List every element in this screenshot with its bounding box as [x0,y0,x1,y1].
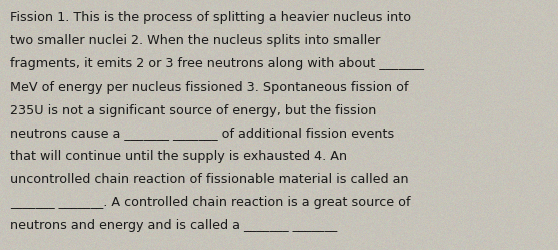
Text: neutrons cause a _______ _______ of additional fission events: neutrons cause a _______ _______ of addi… [10,126,395,139]
Text: neutrons and energy and is called a _______ _______: neutrons and energy and is called a ____… [10,218,337,231]
Text: Fission 1. This is the process of splitting a heavier nucleus into: Fission 1. This is the process of splitt… [10,11,411,24]
Text: _______ _______. A controlled chain reaction is a great source of: _______ _______. A controlled chain reac… [10,195,411,208]
Text: uncontrolled chain reaction of fissionable material is called an: uncontrolled chain reaction of fissionab… [10,172,408,185]
Text: MeV of energy per nucleus fissioned 3. Spontaneous fission of: MeV of energy per nucleus fissioned 3. S… [10,80,408,93]
Text: fragments, it emits 2 or 3 free neutrons along with about _______: fragments, it emits 2 or 3 free neutrons… [10,57,424,70]
Text: that will continue until the supply is exhausted 4. An: that will continue until the supply is e… [10,149,347,162]
Text: 235U is not a significant source of energy, but the fission: 235U is not a significant source of ener… [10,103,377,116]
Text: two smaller nuclei 2. When the nucleus splits into smaller: two smaller nuclei 2. When the nucleus s… [10,34,381,47]
